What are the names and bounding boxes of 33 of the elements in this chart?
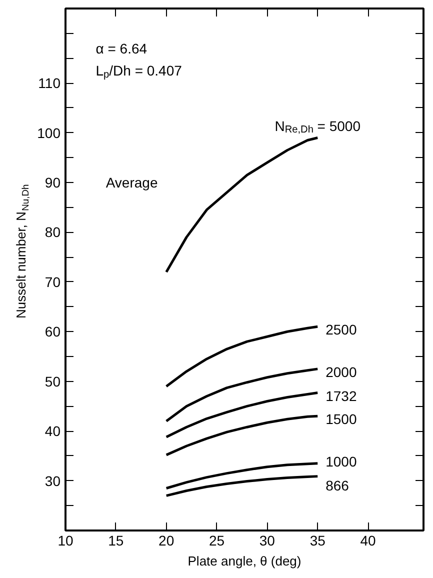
series-label: 866 bbox=[326, 477, 350, 494]
y-tick-label: 60 bbox=[44, 324, 61, 340]
y-tick-label: 80 bbox=[44, 224, 61, 240]
series-label: 1000 bbox=[326, 453, 357, 470]
x-axis-title: Plate angle, θ (deg) bbox=[188, 554, 302, 568]
y-tick-label: 90 bbox=[44, 174, 61, 190]
y-tick-label: 50 bbox=[44, 373, 61, 390]
x-tick-label: 40 bbox=[360, 532, 376, 548]
line-series bbox=[165, 392, 319, 438]
annotation: α = 6.64 bbox=[96, 40, 148, 56]
x-tick-label: 10 bbox=[58, 532, 74, 548]
series-label: 2500 bbox=[326, 322, 357, 338]
x-tick-label: 30 bbox=[259, 532, 276, 548]
x-tick-label: 35 bbox=[310, 532, 326, 548]
line-series bbox=[165, 325, 319, 388]
x-tick-label: 25 bbox=[208, 532, 225, 548]
line-series bbox=[165, 475, 319, 497]
line-series bbox=[165, 462, 319, 490]
line-series bbox=[165, 414, 319, 456]
series-label: 2000 bbox=[326, 364, 357, 380]
series-label: 1732 bbox=[326, 388, 357, 404]
y-tick-label: 40 bbox=[44, 423, 61, 440]
line-series bbox=[165, 136, 319, 274]
y-axis-title: Nusselt number, NNu,Dh bbox=[13, 184, 30, 319]
y-tick-label: 110 bbox=[38, 75, 61, 92]
x-tick-label: 15 bbox=[108, 532, 124, 548]
line-series bbox=[165, 368, 319, 422]
y-tick-label: 100 bbox=[37, 124, 61, 141]
series-label: 1500 bbox=[326, 411, 357, 428]
y-tick-label: 30 bbox=[44, 472, 61, 489]
annotation: Average bbox=[106, 174, 158, 190]
y-tick-label: 70 bbox=[44, 274, 61, 290]
x-tick-label: 20 bbox=[158, 532, 174, 548]
